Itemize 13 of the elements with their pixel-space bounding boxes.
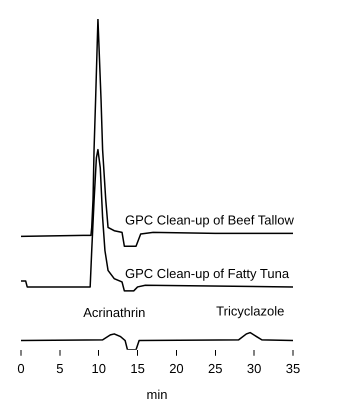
annotation: Tricyclazole bbox=[216, 304, 284, 319]
x-tick-label: 30 bbox=[246, 361, 262, 376]
series-label: GPC Clean-up of Fatty Tuna bbox=[125, 266, 290, 282]
x-tick-label: 0 bbox=[17, 361, 25, 376]
series-label: GPC Clean-up of Beef Tallow bbox=[125, 212, 294, 228]
x-tick-label: 5 bbox=[56, 361, 64, 376]
annotation: Acrinathrin bbox=[83, 305, 146, 320]
x-tick-label: 20 bbox=[169, 361, 184, 376]
x-tick-label: 10 bbox=[91, 361, 106, 376]
x-tick-label: 35 bbox=[286, 361, 300, 376]
x-axis-title: min bbox=[146, 386, 168, 402]
x-tick-label: 25 bbox=[208, 361, 223, 376]
x-tick-label: 15 bbox=[130, 361, 145, 376]
